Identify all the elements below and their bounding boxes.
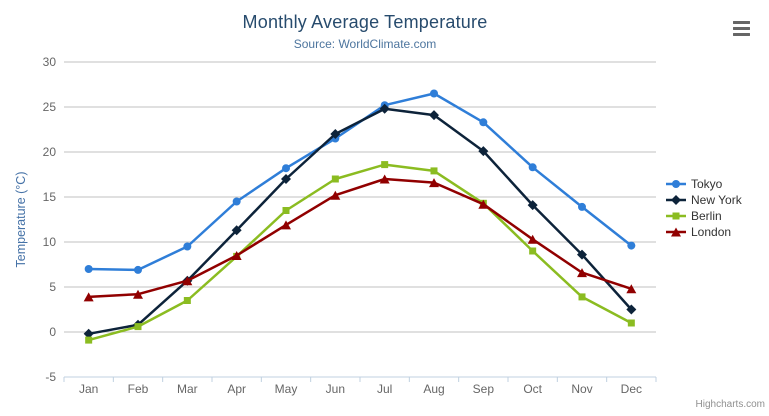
x-axis-label: May: [275, 382, 298, 396]
y-axis-label: 15: [43, 190, 57, 204]
legend-item-new-york[interactable]: New York: [666, 192, 742, 207]
x-axis-label: Apr: [227, 382, 246, 396]
series-london[interactable]: [83, 174, 637, 302]
legend-label: New York: [691, 192, 742, 207]
x-axis-label: Sep: [473, 382, 495, 396]
legend-marker-square-icon: [666, 212, 686, 219]
legend-marker-circle-icon: [666, 179, 686, 188]
x-axis-label: Dec: [621, 382, 642, 396]
y-axis-label: 0: [49, 325, 56, 339]
chart-legend: Tokyo New York Berlin London: [666, 176, 742, 239]
x-axis-label: Nov: [571, 382, 592, 396]
series-tokyo[interactable]: [84, 89, 636, 274]
x-axis-label: Jan: [79, 382, 98, 396]
highcharts-credit-link[interactable]: Highcharts.com: [695, 399, 765, 410]
x-axis-label: Jun: [326, 382, 345, 396]
legend-label: Tokyo: [691, 176, 723, 191]
legend-item-tokyo[interactable]: Tokyo: [666, 176, 742, 191]
hamburger-icon: [733, 33, 750, 36]
y-axis-label: 25: [43, 100, 57, 114]
y-axis-label: 20: [43, 145, 57, 159]
y-axis-label: 10: [43, 235, 57, 249]
x-axis-label: Aug: [423, 382, 444, 396]
series-new-york[interactable]: [83, 103, 637, 339]
x-axis-label: Feb: [128, 382, 149, 396]
x-axis-label: Mar: [177, 382, 198, 396]
hamburger-icon: [733, 21, 750, 24]
y-axis-title: Temperature (°C): [14, 172, 28, 268]
legend-item-london[interactable]: London: [666, 224, 742, 239]
y-axis-label: -5: [45, 370, 56, 384]
y-axis-label: 30: [43, 55, 57, 69]
legend-marker-diamond-icon: [666, 194, 686, 205]
export-menu-button[interactable]: [733, 20, 750, 37]
legend-item-berlin[interactable]: Berlin: [666, 208, 742, 223]
x-axis-label: Oct: [523, 382, 542, 396]
x-axis-label: Jul: [377, 382, 392, 396]
hamburger-icon: [733, 27, 750, 30]
legend-marker-triangle-icon: [666, 227, 686, 236]
y-axis-label: 5: [49, 280, 56, 294]
legend-label: Berlin: [691, 208, 722, 223]
legend-label: London: [691, 224, 732, 239]
